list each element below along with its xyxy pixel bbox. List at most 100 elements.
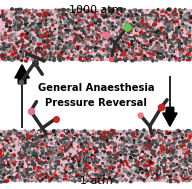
- Point: [63, 129, 66, 132]
- Point: [71, 20, 74, 23]
- Point: [105, 44, 108, 47]
- Point: [146, 43, 149, 46]
- Point: [88, 141, 91, 144]
- Point: [155, 36, 158, 39]
- Point: [98, 142, 102, 145]
- Point: [176, 54, 179, 57]
- Point: [114, 157, 117, 160]
- Point: [128, 133, 131, 136]
- Point: [159, 15, 162, 19]
- Point: [67, 164, 70, 167]
- Point: [30, 158, 33, 161]
- Point: [30, 9, 33, 12]
- Point: [72, 177, 75, 180]
- Point: [20, 35, 23, 38]
- Point: [172, 180, 175, 183]
- Point: [155, 17, 158, 20]
- Point: [25, 53, 28, 57]
- Point: [181, 16, 184, 19]
- Point: [119, 159, 122, 162]
- Point: [150, 13, 153, 16]
- Point: [94, 25, 97, 28]
- Point: [50, 56, 53, 59]
- Point: [124, 178, 127, 181]
- Point: [125, 20, 128, 23]
- Point: [102, 48, 105, 51]
- Point: [41, 29, 45, 32]
- Point: [64, 149, 67, 152]
- Point: [169, 147, 172, 150]
- Point: [47, 162, 50, 165]
- Point: [129, 11, 132, 14]
- Point: [173, 180, 176, 183]
- Point: [65, 178, 68, 181]
- Point: [77, 22, 80, 25]
- Point: [30, 130, 33, 133]
- Point: [28, 136, 31, 139]
- Point: [125, 46, 128, 49]
- Point: [130, 149, 133, 152]
- Point: [127, 44, 130, 47]
- Point: [138, 16, 141, 19]
- Point: [111, 53, 114, 57]
- Point: [180, 10, 183, 13]
- Point: [180, 29, 184, 32]
- Point: [176, 136, 179, 139]
- Point: [59, 18, 62, 21]
- Point: [10, 33, 13, 36]
- Point: [152, 153, 155, 156]
- Point: [103, 141, 106, 144]
- Point: [128, 27, 132, 30]
- Point: [81, 136, 84, 139]
- Point: [46, 56, 49, 59]
- Point: [157, 179, 161, 182]
- Point: [113, 175, 116, 178]
- Point: [187, 158, 190, 161]
- Point: [5, 144, 8, 147]
- Point: [2, 17, 5, 20]
- Point: [6, 164, 9, 167]
- Point: [30, 41, 33, 44]
- Point: [102, 136, 105, 139]
- Point: [65, 137, 68, 140]
- Point: [43, 22, 46, 25]
- Point: [184, 55, 187, 58]
- Point: [158, 11, 161, 14]
- Point: [71, 57, 74, 60]
- Point: [4, 11, 7, 14]
- Point: [132, 158, 135, 161]
- Point: [58, 131, 61, 134]
- Point: [15, 49, 18, 52]
- Point: [134, 13, 137, 16]
- Point: [119, 33, 122, 36]
- Point: [143, 55, 146, 58]
- Point: [86, 177, 89, 180]
- Point: [181, 32, 184, 35]
- Point: [41, 27, 45, 30]
- Point: [155, 22, 158, 26]
- Point: [180, 42, 183, 45]
- Point: [121, 174, 124, 177]
- Point: [162, 55, 165, 58]
- Point: [154, 177, 157, 180]
- Point: [116, 161, 119, 164]
- Point: [4, 138, 7, 141]
- Point: [54, 159, 57, 162]
- Point: [167, 21, 170, 24]
- Point: [177, 129, 180, 132]
- Point: [157, 154, 161, 157]
- Point: [149, 45, 152, 48]
- Point: [33, 155, 36, 158]
- Point: [25, 59, 28, 62]
- Point: [12, 145, 15, 148]
- Point: [88, 55, 91, 58]
- Point: [28, 48, 31, 51]
- Point: [28, 145, 31, 148]
- Point: [165, 51, 168, 54]
- Point: [115, 35, 118, 38]
- Point: [46, 31, 49, 34]
- Point: [12, 14, 15, 17]
- Point: [84, 169, 87, 172]
- Point: [74, 19, 77, 22]
- Point: [23, 180, 26, 183]
